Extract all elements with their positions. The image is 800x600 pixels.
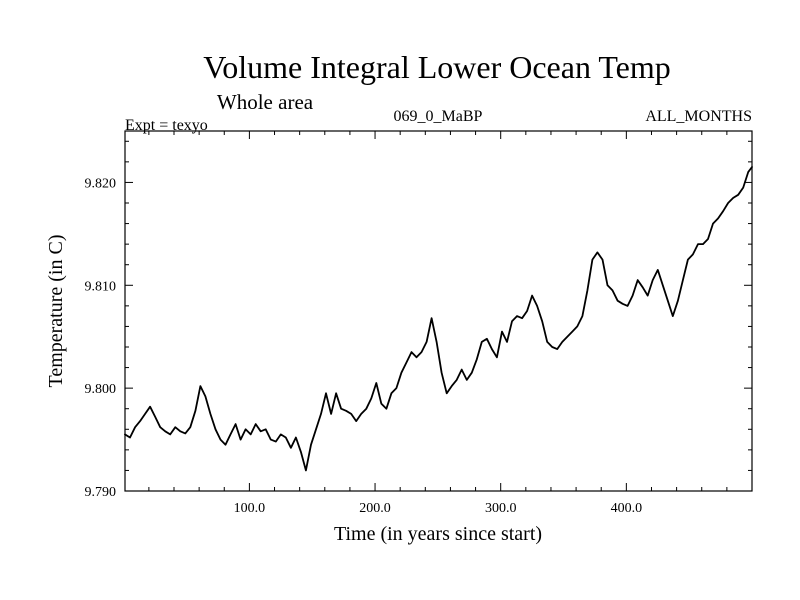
x-tick-label: 400.0 xyxy=(611,501,643,516)
run-annotation: 069_0_MaBP xyxy=(394,108,483,125)
y-tick-label: 9.820 xyxy=(85,176,117,191)
axes: 100.0 200.0 300.0 400.0 9.790 9.800 9.810 9.820 xyxy=(85,131,752,516)
y-tick-label: 9.800 xyxy=(85,382,117,397)
temperature-series-line xyxy=(124,166,753,472)
months-annotation: ALL_MONTHS xyxy=(645,108,752,125)
plot-frame xyxy=(124,130,753,492)
y-tick-label: 9.810 xyxy=(85,279,117,294)
chart-title: Volume Integral Lower Ocean Temp xyxy=(203,49,671,85)
x-tick-label: 100.0 xyxy=(234,501,266,516)
series-layer xyxy=(124,166,753,472)
x-tick-label: 300.0 xyxy=(485,501,517,516)
experiment-annotation: Expt = texyo xyxy=(125,117,208,134)
x-tick-label: 200.0 xyxy=(359,501,391,516)
x-axis-label: Time (in years since start) xyxy=(334,523,542,545)
y-tick-label: 9.790 xyxy=(85,485,117,500)
y-axis-label: Temperature (in C) xyxy=(45,235,67,388)
chart-subtitle: Whole area xyxy=(217,90,314,114)
